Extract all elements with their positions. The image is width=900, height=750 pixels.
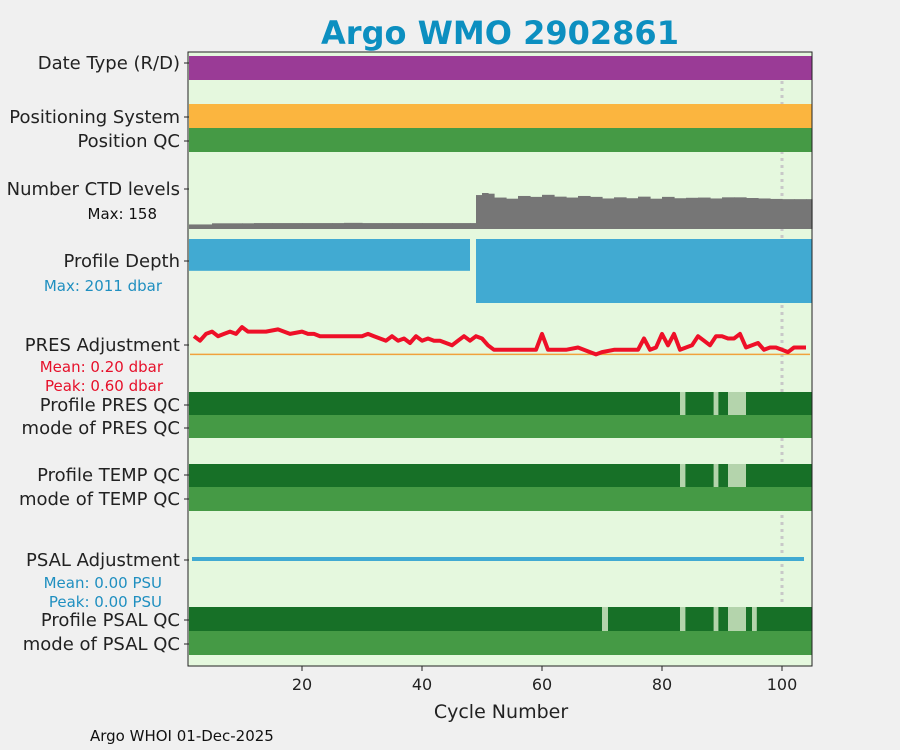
pres-adjustment-line (192, 325, 806, 357)
row-7-label: mode of PRES QC (22, 418, 180, 439)
footer-text: Argo WHOI 01-Dec-2025 (90, 727, 274, 745)
row-0-bar (189, 56, 812, 80)
row-11-label: Profile PSAL QC (41, 610, 180, 631)
row-10-label: PSAL Adjustment (26, 550, 180, 571)
ctd-bar-92 (734, 197, 747, 229)
row-6-gap-1 (713, 392, 719, 415)
row-9-bar (189, 487, 812, 511)
ctd-bar-82 (674, 198, 687, 229)
ctd-bar-104 (806, 199, 813, 229)
ctd-bar-78 (650, 198, 663, 229)
row-labels: Date Type (R/D) Positioning System Positio… (7, 53, 189, 655)
row-11-gap-0 (602, 607, 608, 631)
row-6-gap-2 (728, 392, 746, 415)
row-8-gap-0 (680, 464, 686, 487)
ctd-bar-58 (530, 196, 543, 229)
ctd-bar-15 (272, 223, 303, 229)
ctd-bar-54 (506, 198, 519, 229)
ctd-bar-45 (452, 223, 471, 229)
x-tick-label-20: 20 (292, 675, 312, 694)
ctd-bar-84 (686, 197, 699, 229)
x-axis: 20 40 60 80 100 (292, 666, 797, 694)
psal-mean-annotation: Mean: 0.00 PSU (44, 574, 162, 592)
ctd-bar-40 (422, 223, 453, 229)
ctd-bar-30 (362, 223, 393, 229)
ctd-bar-94 (746, 198, 759, 229)
ctd-bar-60 (542, 194, 555, 229)
row-1-bar (189, 104, 812, 128)
row-6-label: Profile PRES QC (40, 395, 180, 416)
row-8-label: Profile TEMP QC (37, 465, 180, 486)
ctd-bar-102 (794, 199, 807, 229)
row-8-gap-2 (728, 464, 746, 487)
ctd-bar-1 (189, 224, 213, 229)
plot-frame (187, 51, 813, 667)
x-axis-label: Cycle Number (434, 701, 568, 723)
row-9-label: mode of TEMP QC (19, 489, 180, 510)
row-11-gap-4 (752, 607, 757, 631)
x-tick-label-40: 40 (412, 675, 432, 694)
ctd-bar-25 (332, 223, 345, 229)
ctd-bar-35 (392, 223, 423, 229)
ctd-bar-51 (488, 193, 495, 229)
row-12-bar (189, 631, 812, 655)
ctd-bar-62 (554, 196, 567, 229)
ctd-bar-98 (770, 198, 783, 229)
ctd-bar-64 (566, 197, 579, 229)
x-tick-label-60: 60 (532, 675, 552, 694)
row-2-label: Position QC (77, 131, 180, 152)
ctd-bar-5 (212, 223, 243, 229)
ctd-bar-50 (482, 193, 489, 229)
ctd-bar-20 (302, 223, 333, 229)
ctd-bar-12 (254, 223, 273, 229)
x-tick-label-100: 100 (767, 675, 798, 694)
ctd-max-annotation: Max: 158 (88, 205, 157, 223)
ctd-bar-68 (590, 196, 603, 229)
depth-max-annotation: Max: 2011 dbar (44, 277, 163, 295)
ctd-bar-66 (578, 195, 591, 229)
depth-bar-1 (476, 239, 812, 303)
row-8-gap-1 (713, 464, 719, 487)
row-11-bar (189, 607, 812, 631)
ctd-bar-74 (626, 198, 639, 229)
ctd-bar-10 (242, 223, 255, 229)
pres-mean-annotation: Mean: 0.20 dbar (40, 358, 164, 376)
row-6-bar (189, 392, 812, 415)
ctd-bar-86 (698, 197, 711, 229)
row-7-bar (189, 415, 812, 438)
row-11-gap-3 (728, 607, 746, 631)
row-1-label: Positioning System (9, 107, 180, 128)
row-11-gap-2 (713, 607, 719, 631)
row-6-gap-0 (680, 392, 686, 415)
ctd-bar-96 (758, 198, 771, 229)
ctd-bar-49 (476, 195, 483, 229)
ctd-bar-48 (470, 223, 477, 229)
plot-area (188, 52, 812, 666)
ctd-bar-90 (722, 197, 735, 229)
pres-peak-annotation: Peak: 0.60 dbar (45, 377, 164, 395)
psal-peak-annotation: Peak: 0.00 PSU (49, 593, 162, 611)
row-8-bar (189, 464, 812, 487)
ctd-bar-76 (638, 196, 651, 229)
ctd-bar-80 (662, 196, 675, 229)
ctd-bar-27 (344, 222, 363, 229)
data-layers (189, 56, 813, 655)
x-tick-label-80: 80 (652, 675, 672, 694)
row-3-label: Number CTD levels (7, 179, 180, 200)
ctd-bar-52 (494, 197, 507, 229)
chart-title: Argo WMO 2902861 (321, 14, 679, 52)
ctd-bar-72 (614, 197, 627, 229)
row-0-label: Date Type (R/D) (38, 53, 180, 74)
ctd-bar-100 (782, 199, 795, 229)
row-2-bar (189, 128, 812, 152)
depth-bar-0 (189, 239, 470, 271)
ctd-bar-70 (602, 198, 615, 229)
row-5-label: PRES Adjustment (25, 335, 180, 356)
row-12-label: mode of PSAL QC (23, 634, 180, 655)
row-11-gap-1 (680, 607, 686, 631)
ctd-bar-56 (518, 195, 531, 229)
row-4-label: Profile Depth (63, 251, 180, 272)
ctd-bar-88 (710, 198, 723, 229)
